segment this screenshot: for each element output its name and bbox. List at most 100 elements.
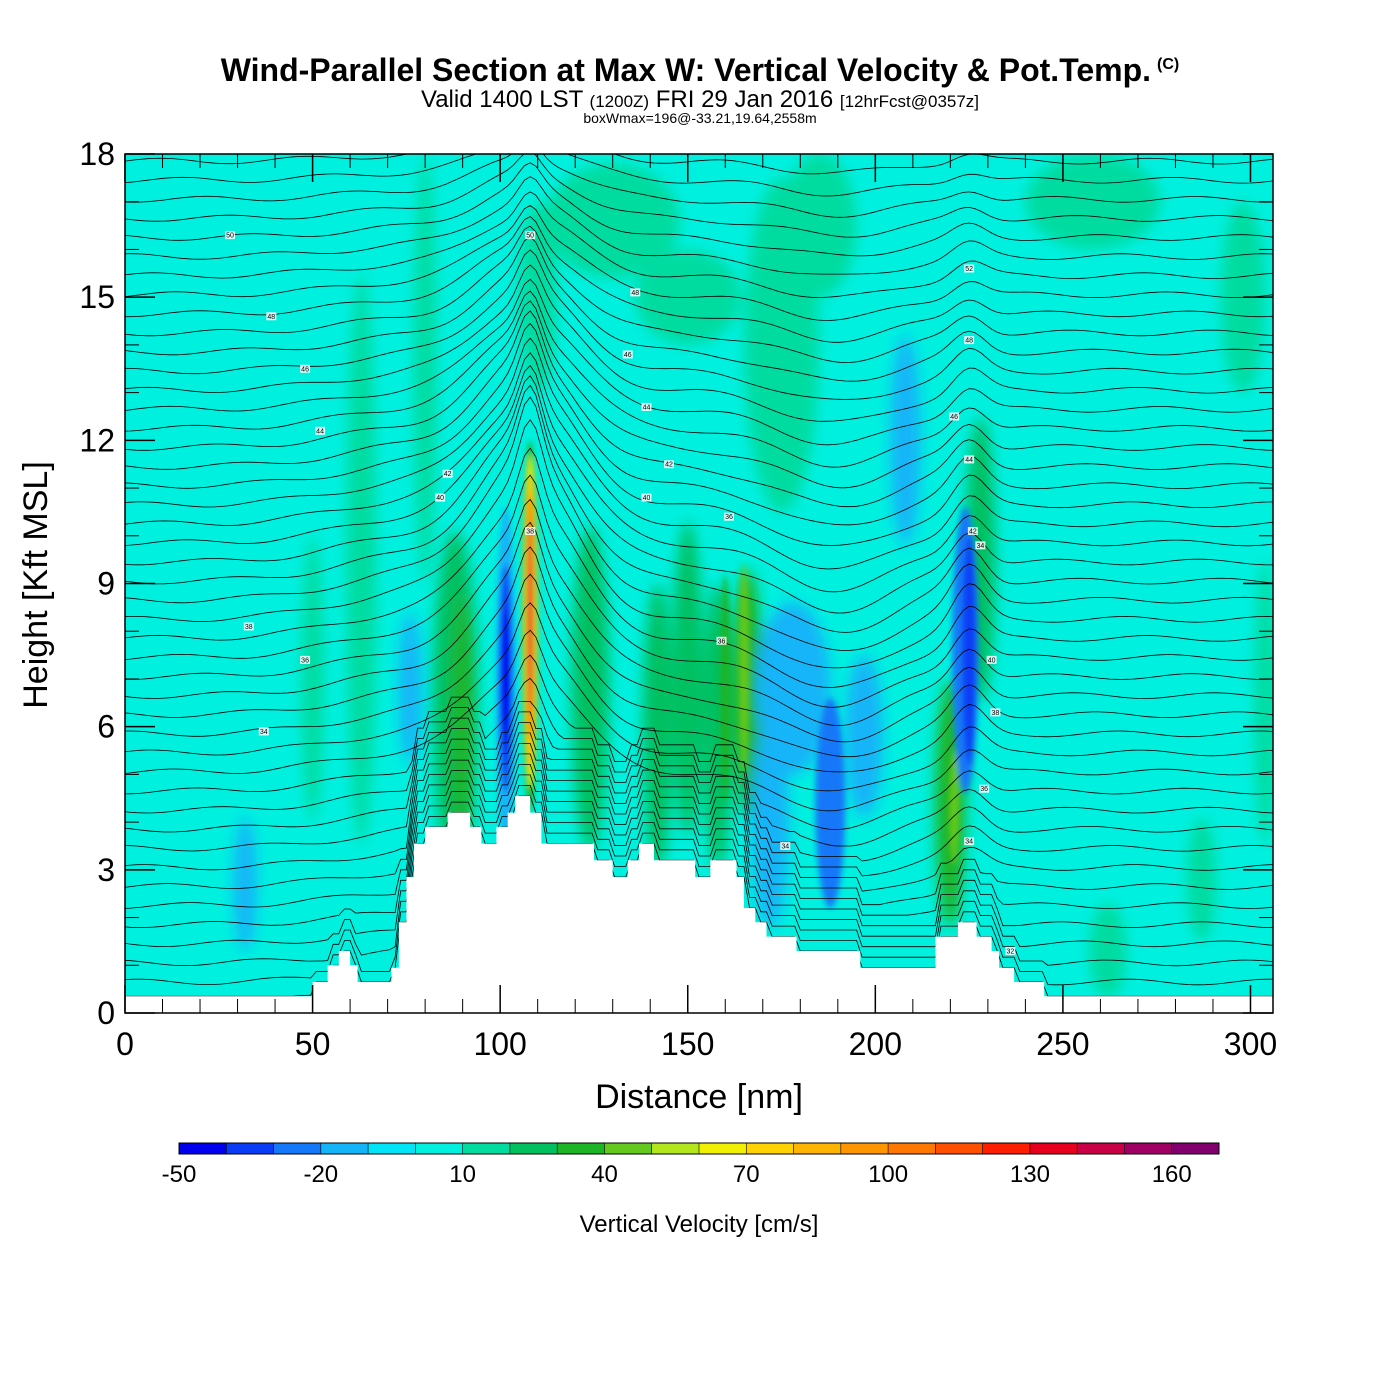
isentrope-label-bg (622, 350, 633, 359)
y-tick-label: 9 (97, 566, 115, 602)
colorbar-swatch (509, 1143, 558, 1154)
isentrope-label-bg (641, 402, 652, 411)
y-tick-label: 15 (79, 279, 115, 315)
colorbar-swatch (888, 1143, 936, 1154)
isentrope-label: 38 (245, 624, 253, 631)
isentrope-line (125, 264, 1273, 422)
velocity-cell (398, 612, 422, 765)
colorbar-tick-label: 70 (733, 1161, 760, 1188)
isentrope-line (125, 474, 1273, 708)
isentrope-line (125, 249, 1273, 400)
isentrope-line (125, 419, 1273, 669)
isentrope-line (125, 753, 1273, 929)
colorbar-tick-label: -20 (303, 1161, 338, 1188)
isentrope-label-bg (243, 622, 254, 631)
copyright-mark: (C) (1157, 56, 1180, 73)
isentrope-line (125, 498, 1273, 726)
isentrope-label-bg (964, 336, 975, 345)
isentrope-line (125, 310, 1273, 508)
colorbar-swatch (840, 1143, 889, 1154)
isentrope-label-bg (975, 541, 986, 550)
isentrope-line (125, 764, 1273, 948)
colorbar-tick-label: 40 (591, 1161, 618, 1188)
colorbar-swatch (982, 1143, 1030, 1154)
isentrope-line (125, 573, 1273, 773)
x-tick-label: 100 (473, 1026, 526, 1062)
isentrope-line (125, 701, 1273, 862)
isentrope-line (125, 396, 1273, 651)
colorbar-swatch (557, 1143, 605, 1154)
isentrope-label: 34 (260, 729, 268, 736)
velocity-cell (518, 201, 557, 393)
box-wmax-info: boxWmax=196@-33.21,19.64,2558m (583, 110, 817, 126)
isentrope-line (125, 352, 1273, 570)
isentrope-label: 34 (965, 839, 973, 846)
isentrope-label: 52 (965, 266, 973, 273)
isentrope-line (125, 785, 1273, 986)
isentrope-line (125, 300, 1273, 489)
isentrope-line (125, 104, 1273, 152)
isentrope-label-bg (964, 837, 975, 846)
isentrope-label: 46 (624, 352, 632, 359)
isentrope-label-bg (266, 312, 277, 321)
terrain-mask (125, 795, 1273, 1013)
colorbar-tick-label: -50 (162, 1161, 197, 1188)
velocity-core (528, 516, 532, 718)
velocity-cell (642, 583, 673, 870)
isentrope-label: 32 (1006, 948, 1014, 955)
isentrope-label: 48 (631, 290, 639, 297)
isentrope-label-bg (990, 708, 1001, 717)
isentrope-label: 36 (980, 786, 988, 793)
velocity-core (738, 564, 750, 775)
isentrope-line (125, 602, 1273, 792)
colorbar-tick-label: 10 (449, 1161, 476, 1188)
velocity-cell (845, 655, 883, 818)
isentrope-label-bg (641, 493, 652, 502)
x-tick-label: 250 (1036, 1026, 1089, 1062)
x-tick-label: 50 (295, 1026, 331, 1062)
isentrope-label-bg (724, 512, 735, 521)
colorbar-tick-label: 100 (868, 1161, 908, 1188)
isentrope-line (125, 162, 1273, 257)
velocity-cell (413, 154, 437, 584)
isentrope-line (125, 154, 1273, 175)
isentrope-line (125, 711, 1273, 877)
velocity-cell (545, 163, 681, 279)
velocity-cell (451, 593, 474, 861)
y-tick-label: 18 (79, 136, 115, 172)
colorbar-swatch (935, 1143, 983, 1154)
y-axis-label: Height [Kft MSL] (17, 461, 55, 709)
isentrope-line (125, 154, 1273, 238)
isentrope-label-bg (300, 655, 311, 664)
velocity-cell (890, 335, 921, 546)
isentrope-line (125, 322, 1273, 526)
isentrope-label-bg (225, 231, 236, 240)
velocity-core (720, 573, 731, 804)
velocity-cell (1186, 817, 1217, 942)
isentrope-labels: 50 48 46 44 42 40 38 36 34 34 50 48 46 44 42 40 38 36 36 34… (225, 231, 1016, 955)
isentrope-label-bg (442, 469, 453, 478)
isentrope-label: 38 (526, 529, 534, 536)
isentrope-label-bg (967, 527, 978, 536)
isentrope-label: 48 (267, 314, 275, 321)
colorbar-tick-label: 160 (1152, 1161, 1192, 1188)
colorbar-swatch (415, 1143, 463, 1154)
isentropes (125, 104, 1273, 997)
isentrope-line (125, 629, 1273, 812)
colorbar-swatch (273, 1143, 321, 1154)
isentrope-line (125, 191, 1273, 298)
isentrope-label-bg (300, 364, 311, 373)
colorbar-label: Vertical Velocity [cm/s] (580, 1211, 819, 1238)
y-tick-label: 3 (97, 852, 115, 888)
velocity-cell (1089, 903, 1127, 999)
velocity-cell (672, 521, 703, 837)
x-tick-label: 0 (116, 1026, 134, 1062)
colorbar-swatch (179, 1143, 227, 1154)
isentrope-line (125, 677, 1273, 847)
isentrope-label: 48 (965, 338, 973, 345)
isentrope-label-bg (315, 426, 326, 435)
isentrope-label: 34 (976, 543, 984, 550)
colorbar: -50 -20 10 40 70 100 130 160 (162, 1142, 1220, 1188)
isentrope-label: 44 (643, 404, 651, 411)
x-tick-label: 300 (1224, 1026, 1277, 1062)
